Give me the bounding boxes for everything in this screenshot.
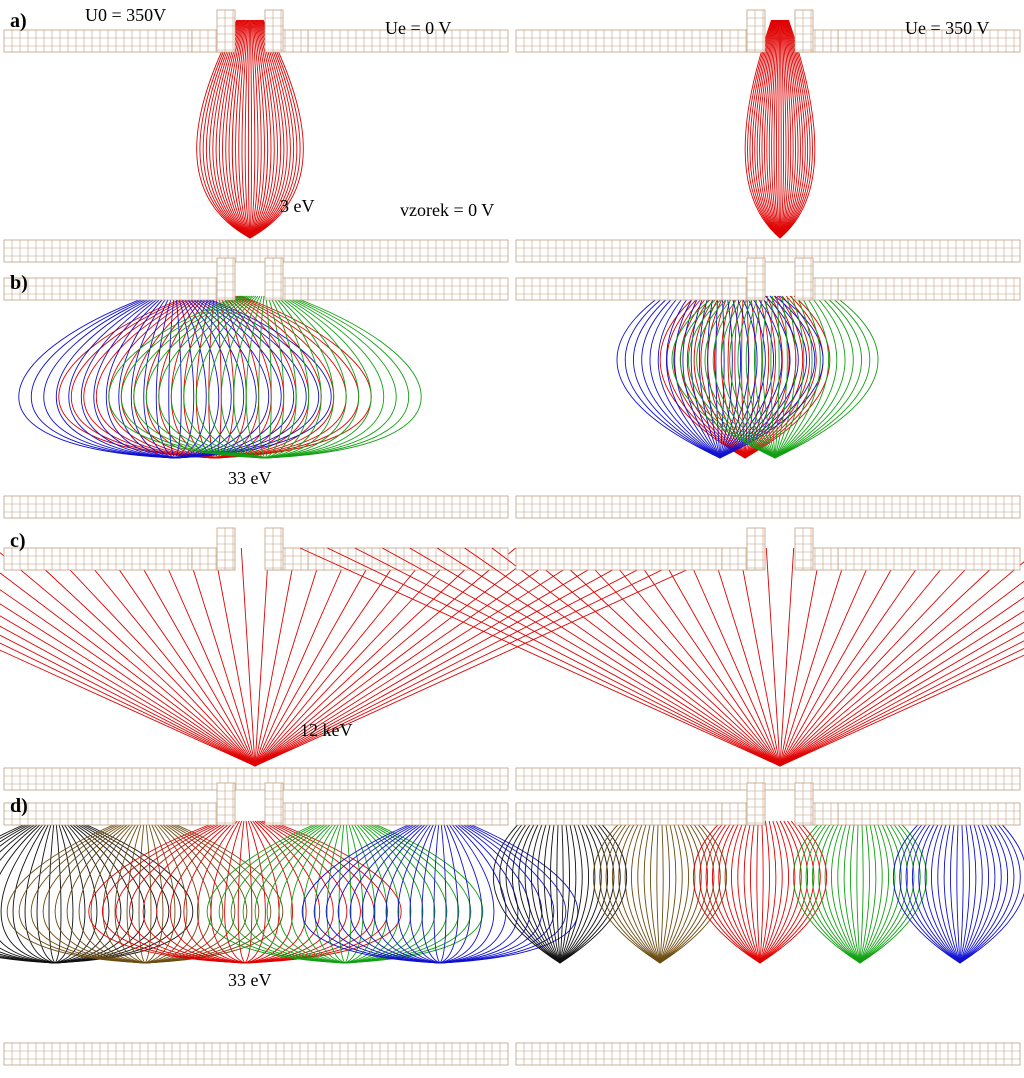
- label-ue350: Ue = 350 V: [905, 18, 989, 39]
- label-12kev: 12 keV: [300, 720, 353, 741]
- panel-label-d: d): [10, 795, 28, 818]
- label-33ev-b: 33 eV: [228, 468, 272, 489]
- trajectory-figure: [0, 0, 1024, 1078]
- label-vzorek: vzorek = 0 V: [400, 200, 494, 221]
- label-3ev: 3 eV: [280, 196, 315, 217]
- label-33ev-d: 33 eV: [228, 970, 272, 991]
- panel-label-a: a): [10, 10, 27, 33]
- panel-label-c: c): [10, 530, 26, 553]
- label-u0: U0 = 350V: [85, 5, 166, 26]
- label-ue0: Ue = 0 V: [385, 18, 451, 39]
- panel-label-b: b): [10, 272, 28, 295]
